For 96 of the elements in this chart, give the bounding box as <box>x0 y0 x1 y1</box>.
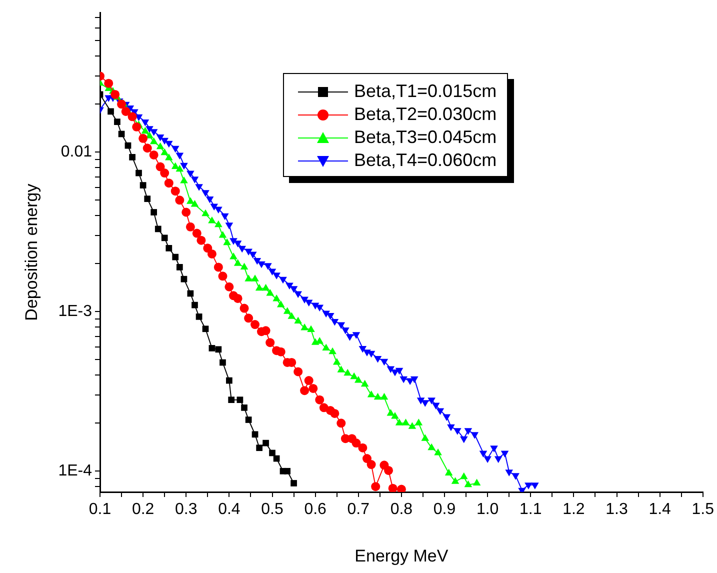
point <box>371 482 380 492</box>
x-tick-label: 0.7 <box>347 501 370 518</box>
point <box>108 108 114 115</box>
y-axis-title: Deposition energy <box>22 183 41 321</box>
point <box>180 276 188 282</box>
y-tick-label: 1E-3 <box>58 303 92 320</box>
point <box>161 234 168 242</box>
x-tick-label: 0.4 <box>218 501 240 518</box>
x-tick-label: 0.3 <box>175 501 198 518</box>
legend-label: Beta,T3=0.045cm <box>354 127 497 148</box>
point <box>290 480 297 486</box>
point <box>233 294 242 303</box>
point <box>300 386 310 396</box>
point <box>110 90 120 99</box>
point <box>308 384 318 393</box>
x-tick-label: 0.9 <box>433 501 456 518</box>
point <box>330 408 340 418</box>
point <box>236 396 244 404</box>
x-tick-label: 0.1 <box>88 501 112 518</box>
point <box>196 314 202 320</box>
point <box>266 338 275 348</box>
point <box>384 466 394 475</box>
x-tick-label: 1.1 <box>520 501 542 518</box>
point <box>175 196 184 205</box>
x-tick-label: 0.8 <box>390 501 413 518</box>
point <box>142 144 152 153</box>
point <box>202 326 209 332</box>
point <box>138 134 148 143</box>
point <box>294 367 303 376</box>
point <box>252 431 258 438</box>
point <box>114 118 120 125</box>
x-tick-label: 1.0 <box>476 501 499 518</box>
point <box>224 282 234 292</box>
point <box>176 264 183 270</box>
point <box>262 440 269 446</box>
point <box>156 162 165 172</box>
point <box>164 178 174 188</box>
point <box>214 262 223 272</box>
point <box>150 209 158 216</box>
point <box>140 182 146 188</box>
point <box>396 484 406 492</box>
point <box>208 345 216 352</box>
point <box>245 416 252 423</box>
point <box>244 314 254 323</box>
point <box>196 236 206 245</box>
point <box>160 168 170 178</box>
y-tick-label: 1E-4 <box>58 462 92 480</box>
point <box>228 396 235 404</box>
point <box>358 443 368 452</box>
point <box>366 460 376 470</box>
point <box>284 468 291 474</box>
x-tick-label: 1.5 <box>692 501 714 518</box>
point <box>149 150 158 160</box>
x-tick-label: 1.3 <box>606 501 628 518</box>
point <box>218 272 228 281</box>
point <box>256 444 263 452</box>
point <box>362 454 372 464</box>
y-tick-label: 0.01 <box>60 144 92 161</box>
x-tick-label: 0.5 <box>261 501 284 518</box>
point <box>186 222 195 232</box>
point <box>304 376 314 386</box>
point <box>117 100 126 109</box>
point <box>220 359 226 366</box>
point <box>144 196 151 202</box>
x-tick-label: 1.4 <box>648 501 672 518</box>
x-tick-label: 1.2 <box>562 501 585 518</box>
point <box>128 112 137 122</box>
point <box>215 346 222 353</box>
point <box>166 245 172 252</box>
legend-label: Beta,T4=0.060cm <box>354 150 497 171</box>
point <box>250 320 260 330</box>
point <box>154 226 162 232</box>
point <box>192 228 202 238</box>
point <box>192 302 198 308</box>
point <box>172 254 179 260</box>
legend-label: Beta,T1=0.015cm <box>354 81 497 102</box>
point <box>226 377 232 384</box>
point <box>388 484 398 492</box>
point <box>129 154 136 160</box>
point <box>352 438 361 448</box>
point <box>240 304 249 313</box>
point <box>315 395 324 404</box>
x-tick-label: 0.6 <box>304 501 327 518</box>
point <box>241 404 248 411</box>
point <box>132 122 142 132</box>
point <box>182 208 191 217</box>
legend-label: Beta,T2=0.030cm <box>354 104 497 125</box>
point <box>207 249 216 258</box>
point <box>336 418 346 428</box>
point <box>121 106 130 116</box>
point <box>104 78 114 88</box>
point <box>269 450 276 456</box>
point <box>136 170 142 176</box>
point <box>170 186 180 196</box>
x-tick-label: 0.2 <box>132 501 154 518</box>
x-axis-title: Energy MeV <box>354 546 449 566</box>
